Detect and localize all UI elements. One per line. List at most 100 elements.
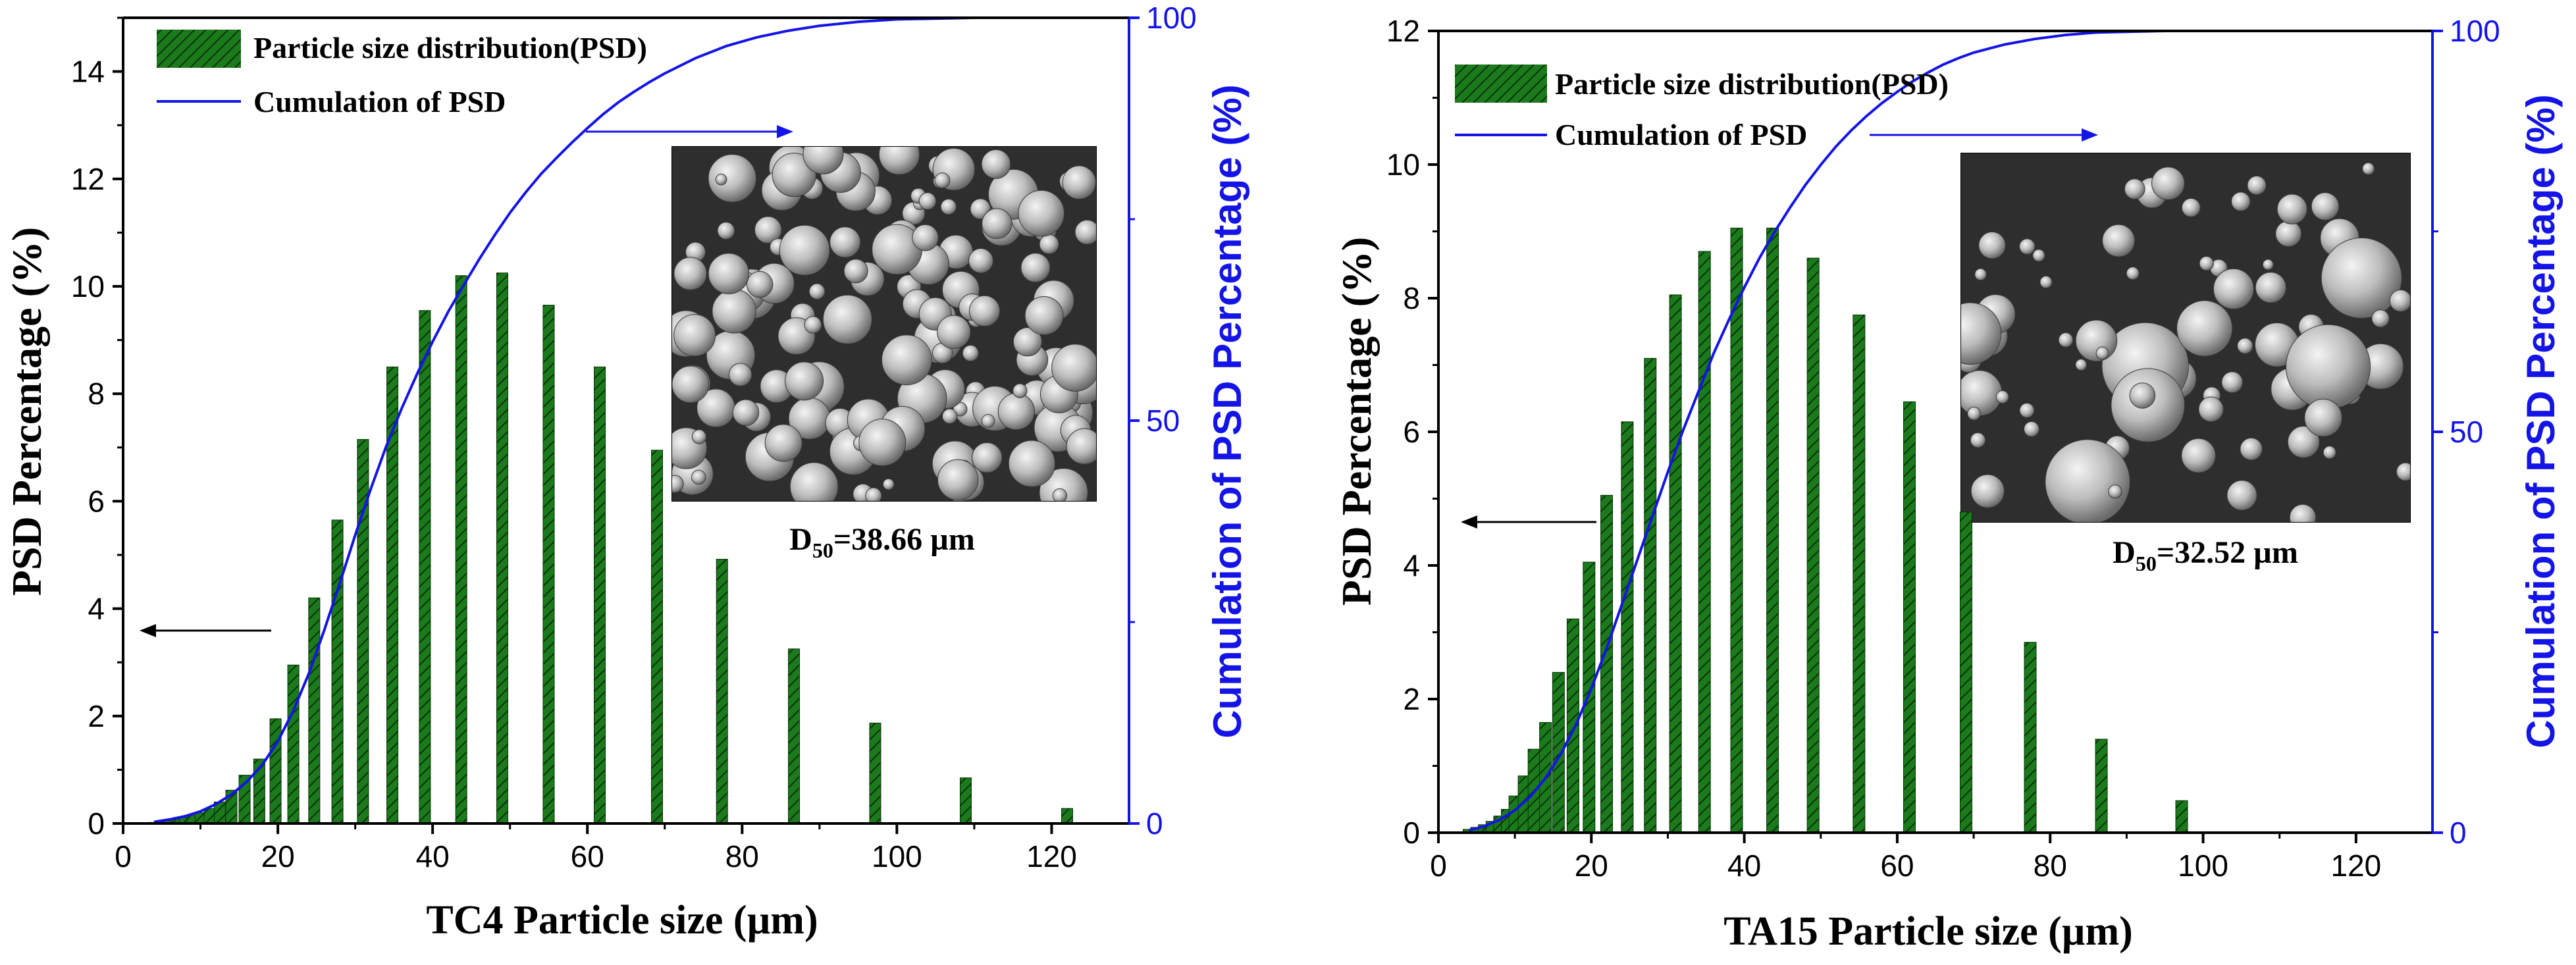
y2-tick-label-ta15-1: 50 [2450, 415, 2483, 449]
legend-label-line-ta15: Cumulation of PSD [1555, 118, 1807, 151]
x-ticks-tc4: 0 20 40 60 80 100 120 [115, 823, 1077, 874]
x-tick-label-tc4-5: 100 [872, 839, 922, 874]
x-tick-label-ta15-5: 100 [2178, 848, 2228, 883]
bar-ta15-22 [1903, 401, 1916, 833]
y-tick-label-tc4-2: 4 [88, 592, 105, 626]
bar-tc4-20 [496, 273, 508, 824]
y-tick-label-ta15-0: 0 [1403, 816, 1420, 850]
y-tick-label-ta15-1: 2 [1403, 682, 1420, 716]
x-tick-label-ta15-0: 0 [1430, 848, 1447, 883]
y-tick-label-tc4-7: 14 [71, 55, 105, 89]
bar-tc4-15 [331, 519, 344, 824]
d50-prefix-tc4: D [789, 522, 812, 557]
bar-ta15-18 [1730, 227, 1743, 833]
d50-sub-ta15: 50 [2136, 552, 2157, 575]
y-axis-label-ta15: PSD Percentage (%) [1333, 237, 1380, 606]
x-tick-label-tc4-3: 60 [571, 839, 604, 874]
legend-label-bar-ta15: Particle size distribution(PSD) [1555, 67, 1949, 101]
legend-label-line-tc4: Cumulation of PSD [253, 85, 506, 118]
x-tick-label-ta15-1: 20 [1575, 848, 1608, 883]
bar-tc4-12 [269, 718, 282, 824]
arrow-right-tc4 [586, 125, 793, 138]
x-tick-label-tc4-0: 0 [115, 839, 132, 874]
bar-ta15-13 [1600, 494, 1614, 833]
y-tick-label-ta15-2: 4 [1403, 548, 1420, 583]
bar-tc4-23 [651, 450, 664, 824]
y2-tick-label-ta15-0: 0 [2450, 816, 2467, 850]
bar-ta15-20 [1806, 257, 1820, 833]
legend-label-bar-tc4: Particle size distribution(PSD) [253, 31, 647, 65]
bar-ta15-17 [1698, 251, 1711, 833]
y-tick-label-tc4-6: 12 [71, 162, 105, 196]
y-ticks-ta15: 0 2 4 6 8 10 12 [1386, 14, 1438, 850]
bar-tc4-18 [419, 310, 431, 824]
y2-ticks-tc4: 0 50 100 [1129, 1, 1197, 841]
x-tick-label-tc4-2: 40 [416, 839, 450, 874]
cumulative-line-tc4 [153, 16, 1129, 823]
bar-tc4-21 [542, 305, 555, 824]
bar-ta15-16 [1669, 294, 1682, 833]
bar-ta15-11 [1566, 618, 1579, 833]
y2-tick-label-ta15-2: 100 [2450, 14, 2500, 48]
bar-tc4-7 [203, 808, 216, 824]
bar-tc4-17 [386, 366, 399, 824]
y-ticks-tc4: 0 2 4 6 8 10 12 14 [71, 16, 123, 841]
axes-tc4 [122, 16, 1130, 825]
bar-ta15-19 [1766, 227, 1779, 833]
y2-axis-label-ta15: Cumulation of PSD Percentage (%) [2519, 94, 2563, 748]
bar-tc4-27 [959, 777, 972, 824]
x-tick-label-ta15-6: 120 [2330, 848, 2381, 883]
y2-axis-label-tc4: Cumulation of PSD Percentage (%) [1205, 84, 1249, 738]
y-tick-label-ta15-4: 8 [1403, 281, 1420, 315]
legend-tc4: Particle size distribution(PSD) Cumulati… [157, 30, 647, 118]
bar-ta15-12 [1583, 561, 1596, 833]
x-axis-label-ta15: TA15 Particle size (µm) [1723, 909, 2133, 954]
x-ticks-ta15: 0 20 40 60 80 100 120 [1430, 833, 2381, 883]
legend-swatch-bar-ta15 [1455, 65, 1547, 103]
bar-ta15-14 [1621, 421, 1634, 833]
y2-tick-label-tc4-0: 0 [1146, 806, 1163, 841]
x-tick-label-tc4-4: 80 [725, 839, 759, 874]
x-tick-label-tc4-6: 120 [1026, 839, 1077, 874]
bar-tc4-13 [287, 664, 300, 824]
x-axis-label-tc4: TC4 Particle size (µm) [426, 898, 818, 943]
x-tick-label-tc4-1: 20 [261, 839, 294, 874]
y-tick-label-ta15-6: 12 [1386, 14, 1420, 48]
d50-annotation-tc4: D50=38.66 µm [789, 522, 975, 562]
x-tick-label-ta15-2: 40 [1727, 848, 1761, 883]
chart-panel-tc4: 0 20 40 60 80 100 120 0 2 4 6 8 10 12 14 0 50 100 TC4 P… [3, 1, 1249, 943]
arrow-left-ta15 [1461, 515, 1596, 529]
x-tick-label-ta15-3: 60 [1880, 848, 1914, 883]
bar-ta15-23 [1959, 511, 1972, 833]
bar-tc4-14 [308, 597, 321, 824]
d50-annotation-ta15: D50=32.52 µm [2113, 535, 2298, 575]
y-axis-label-tc4: PSD Percentage (%) [3, 227, 50, 596]
y2-ticks-ta15: 0 50 100 [2432, 14, 2500, 850]
legend-swatch-bar-tc4 [157, 30, 241, 68]
cumulative-line-ta15 [1468, 30, 2333, 832]
x-tick-label-ta15-4: 80 [2034, 848, 2067, 883]
bar-ta15-24 [2024, 642, 2037, 833]
d50-prefix-ta15: D [2113, 535, 2136, 570]
bar-ta15-15 [1644, 357, 1657, 833]
y-tick-label-tc4-1: 2 [88, 699, 105, 733]
bar-tc4-22 [594, 366, 606, 824]
y-tick-label-tc4-4: 8 [88, 377, 105, 411]
y-tick-label-ta15-5: 10 [1386, 147, 1420, 182]
d50-value-ta15: =32.52 µm [2157, 535, 2298, 570]
y-tick-label-tc4-3: 6 [88, 484, 105, 518]
legend-ta15: Particle size distribution(PSD) Cumulati… [1455, 65, 1949, 151]
sem-micrograph-tc4-overlay [671, 146, 1097, 502]
y2-tick-label-tc4-2: 100 [1146, 1, 1197, 35]
bar-ta15-26 [2175, 800, 2188, 833]
bar-tc4-28 [1061, 808, 1073, 824]
bar-ta15-21 [1853, 314, 1866, 833]
y-tick-label-tc4-0: 0 [88, 806, 105, 841]
y-tick-label-tc4-5: 10 [71, 269, 105, 303]
arrow-right-ta15 [1870, 128, 2098, 142]
y-tick-label-ta15-3: 6 [1403, 415, 1420, 449]
d50-sub-tc4: 50 [812, 538, 833, 562]
d50-value-tc4: =38.66 µm [833, 522, 975, 557]
sem-micrograph-ta15-overlay [1960, 153, 2411, 523]
